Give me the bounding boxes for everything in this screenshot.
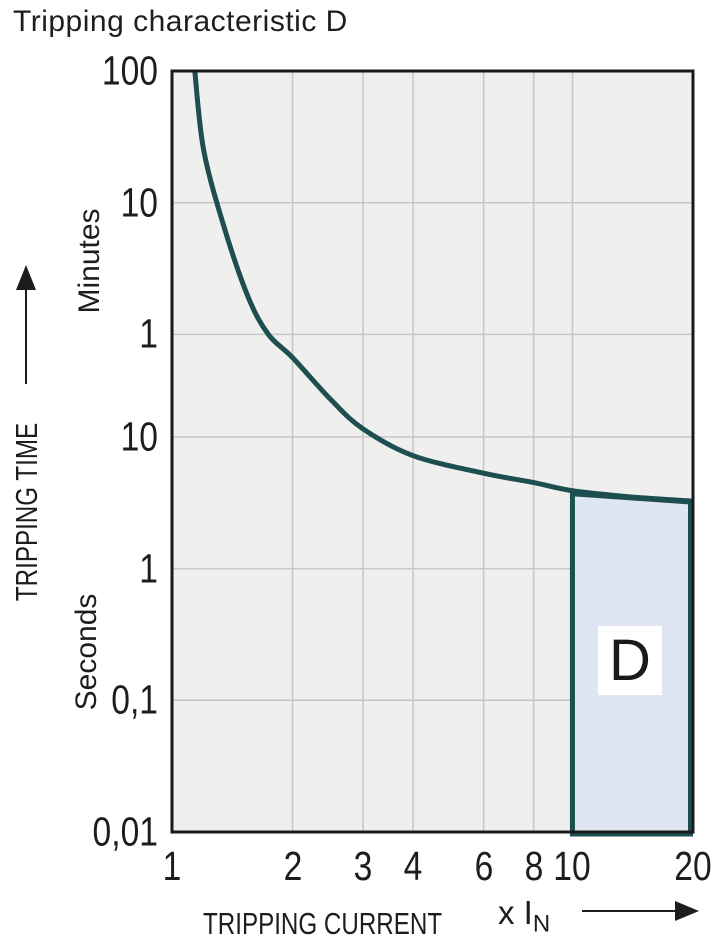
x-tick-label: 6 [474, 843, 493, 889]
y-tick-label: 1 [139, 545, 158, 592]
tripping-curve [192, 72, 692, 504]
y-tick-label: 10 [120, 413, 158, 460]
x-axis-unit: x IN [498, 894, 550, 936]
y-tick-label: 100 [101, 47, 158, 94]
x-tick-label: 10 [553, 843, 592, 889]
x-axis-title: TRIPPING CURRENT [203, 906, 443, 941]
plot-border [170, 69, 695, 834]
y-tick-label: 1 [139, 310, 158, 357]
x-tick-label: 20 [674, 843, 712, 889]
x-tick-label: 2 [283, 843, 302, 889]
x-axis-unit-subscript: N [532, 910, 551, 938]
region-d-label-box: D [598, 626, 662, 695]
x-axis-unit-prefix: x I [498, 894, 533, 931]
region-d-label: D [609, 628, 651, 693]
y-tick-label: 0,1 [111, 676, 158, 723]
x-axis-arrow-icon [675, 901, 699, 921]
x-tick-label: 4 [403, 843, 423, 889]
x-tick-label: 8 [524, 843, 543, 889]
x-tick-label: 1 [162, 843, 182, 889]
y-axis-arrow-icon [16, 265, 36, 290]
y-tick-label: 10 [120, 179, 158, 226]
chart-title: Tripping characteristic D [13, 5, 348, 38]
x-tick-label: 3 [353, 843, 373, 889]
y-tick-label: 0,01 [92, 808, 158, 855]
